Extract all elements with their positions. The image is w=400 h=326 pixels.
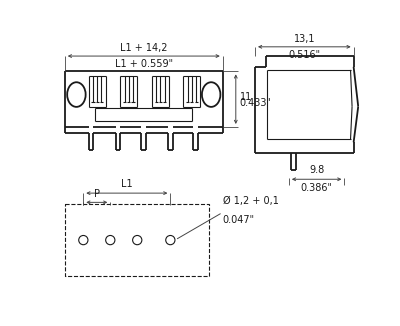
Text: L1: L1 <box>121 179 133 189</box>
Text: L1 + 14,2: L1 + 14,2 <box>120 43 168 53</box>
Text: 0.433": 0.433" <box>240 98 272 108</box>
Text: 0.047": 0.047" <box>223 215 255 226</box>
Text: 0.516": 0.516" <box>288 50 320 60</box>
Text: 13,1: 13,1 <box>294 34 315 44</box>
Text: 0.386": 0.386" <box>301 183 333 193</box>
Text: 9.8: 9.8 <box>309 165 324 175</box>
Text: P: P <box>94 189 100 199</box>
Text: Ø 1,2 + 0,1: Ø 1,2 + 0,1 <box>223 196 278 206</box>
Text: 11: 11 <box>240 92 252 102</box>
Text: L1 + 0.559": L1 + 0.559" <box>115 59 173 69</box>
